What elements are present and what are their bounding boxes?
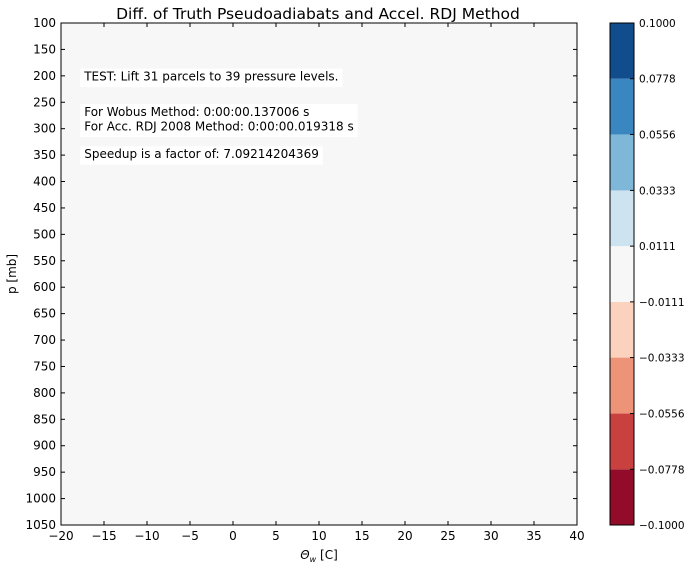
colorbar-tick-label: −0.0111 — [639, 297, 685, 309]
y-tick-label: 550 — [33, 254, 56, 268]
y-tick-label: 650 — [33, 307, 56, 321]
x-tick-label: 0 — [229, 529, 237, 543]
y-axis: 100 150 200 250 300 350 400 450 500 550 600 650 700 7… — [25, 16, 577, 532]
x-tick-label: −15 — [91, 529, 116, 543]
y-tick-label: 100 — [33, 16, 56, 30]
colorbar-swatch — [610, 246, 634, 302]
colorbar-swatch — [610, 413, 634, 470]
annotation-background — [80, 146, 323, 165]
annotation-text: Speedup is a factor of: 7.09214204369 — [84, 147, 319, 161]
x-axis-label-subscript: w — [310, 555, 317, 564]
x-axis-label-unit: [C] — [316, 548, 338, 562]
colorbar-frame — [609, 22, 635, 526]
colorbar-swatch — [610, 190, 634, 247]
y-tick-label: 500 — [33, 227, 56, 241]
colorbar-swatch — [610, 78, 634, 135]
x-tick-label: −5 — [181, 529, 199, 543]
x-tick-label: 30 — [483, 529, 498, 543]
annotation-box: TEST: Lift 31 parcels to 39 pressure lev… — [80, 68, 343, 88]
annotations: TEST: Lift 31 parcels to 39 pressure lev… — [80, 68, 358, 165]
y-tick-label: 850 — [33, 412, 56, 426]
y-tick-label: 1000 — [25, 492, 56, 506]
x-axis-label: Θw [C] — [300, 548, 338, 564]
colorbar-tick-label: 0.0333 — [639, 185, 676, 197]
colorbar-swatch — [610, 357, 634, 414]
colorbar-tick-label: 0.0556 — [639, 129, 676, 141]
x-tick-label: −10 — [134, 529, 159, 543]
plot-field — [61, 23, 577, 525]
annotation-background — [80, 68, 343, 88]
colorbar-tick-label: 0.1000 — [639, 18, 676, 30]
x-axis: −20 −15 −10 −5 0 5 10 15 20 25 30 35 40 — [48, 23, 585, 543]
annotation-background — [80, 103, 358, 137]
y-tick-label: 800 — [33, 386, 56, 400]
y-tick-label: 900 — [33, 439, 56, 453]
chart-title: Diff. of Truth Pseudoadiabats and Accel.… — [116, 5, 520, 23]
colorbar-tick-label: −0.0333 — [639, 353, 685, 365]
x-tick-label: 25 — [440, 529, 455, 543]
x-tick-label: 35 — [526, 529, 541, 543]
colorbar-tick-label: 0.0111 — [639, 241, 676, 253]
colorbar-tick-label: −0.1000 — [639, 520, 685, 532]
y-tick-label: 250 — [33, 95, 56, 109]
colorbar-swatch — [610, 469, 634, 525]
x-tick-label: 40 — [569, 529, 584, 543]
colorbar-swatch — [610, 301, 634, 358]
colorbar-tick-label: 0.0778 — [639, 74, 676, 86]
y-tick-label: 950 — [33, 465, 56, 479]
annotation-text: For Wobus Method: 0:00:00.137006 s — [84, 105, 309, 119]
colorbar-swatch — [610, 134, 634, 191]
y-tick-label: 300 — [33, 122, 56, 136]
y-axis-label: p [mb] — [5, 254, 19, 294]
x-tick-label: 20 — [397, 529, 412, 543]
annotation-text: For Acc. RDJ 2008 Method: 0:00:00.019318… — [84, 119, 353, 133]
x-tick-label: 15 — [354, 529, 369, 543]
x-tick-label: −20 — [48, 529, 73, 543]
x-tick-label: 5 — [272, 529, 280, 543]
y-tick-label: 200 — [33, 69, 56, 83]
y-tick-label: 1050 — [25, 518, 56, 532]
y-tick-label: 150 — [33, 42, 56, 56]
annotation-text: TEST: Lift 31 parcels to 39 pressure lev… — [83, 70, 338, 84]
colorbar-tick-label: −0.0778 — [639, 464, 685, 476]
y-tick-label: 700 — [33, 333, 56, 347]
y-tick-label: 600 — [33, 280, 56, 294]
y-tick-label: 450 — [33, 201, 56, 215]
colorbar: −0.1000 −0.0778 −0.0556 −0.0333 −0.0111 0.011… — [609, 18, 685, 532]
x-tick-label: 10 — [311, 529, 326, 543]
x-axis-label-symbol: Θ — [300, 548, 310, 562]
colorbar-tick-label: −0.0556 — [639, 409, 685, 421]
y-tick-label: 350 — [33, 148, 56, 162]
y-tick-label: 400 — [33, 175, 56, 189]
y-tick-label: 750 — [33, 359, 56, 373]
annotation-box: Speedup is a factor of: 7.09214204369 — [80, 146, 323, 165]
colorbar-swatch — [610, 23, 634, 79]
